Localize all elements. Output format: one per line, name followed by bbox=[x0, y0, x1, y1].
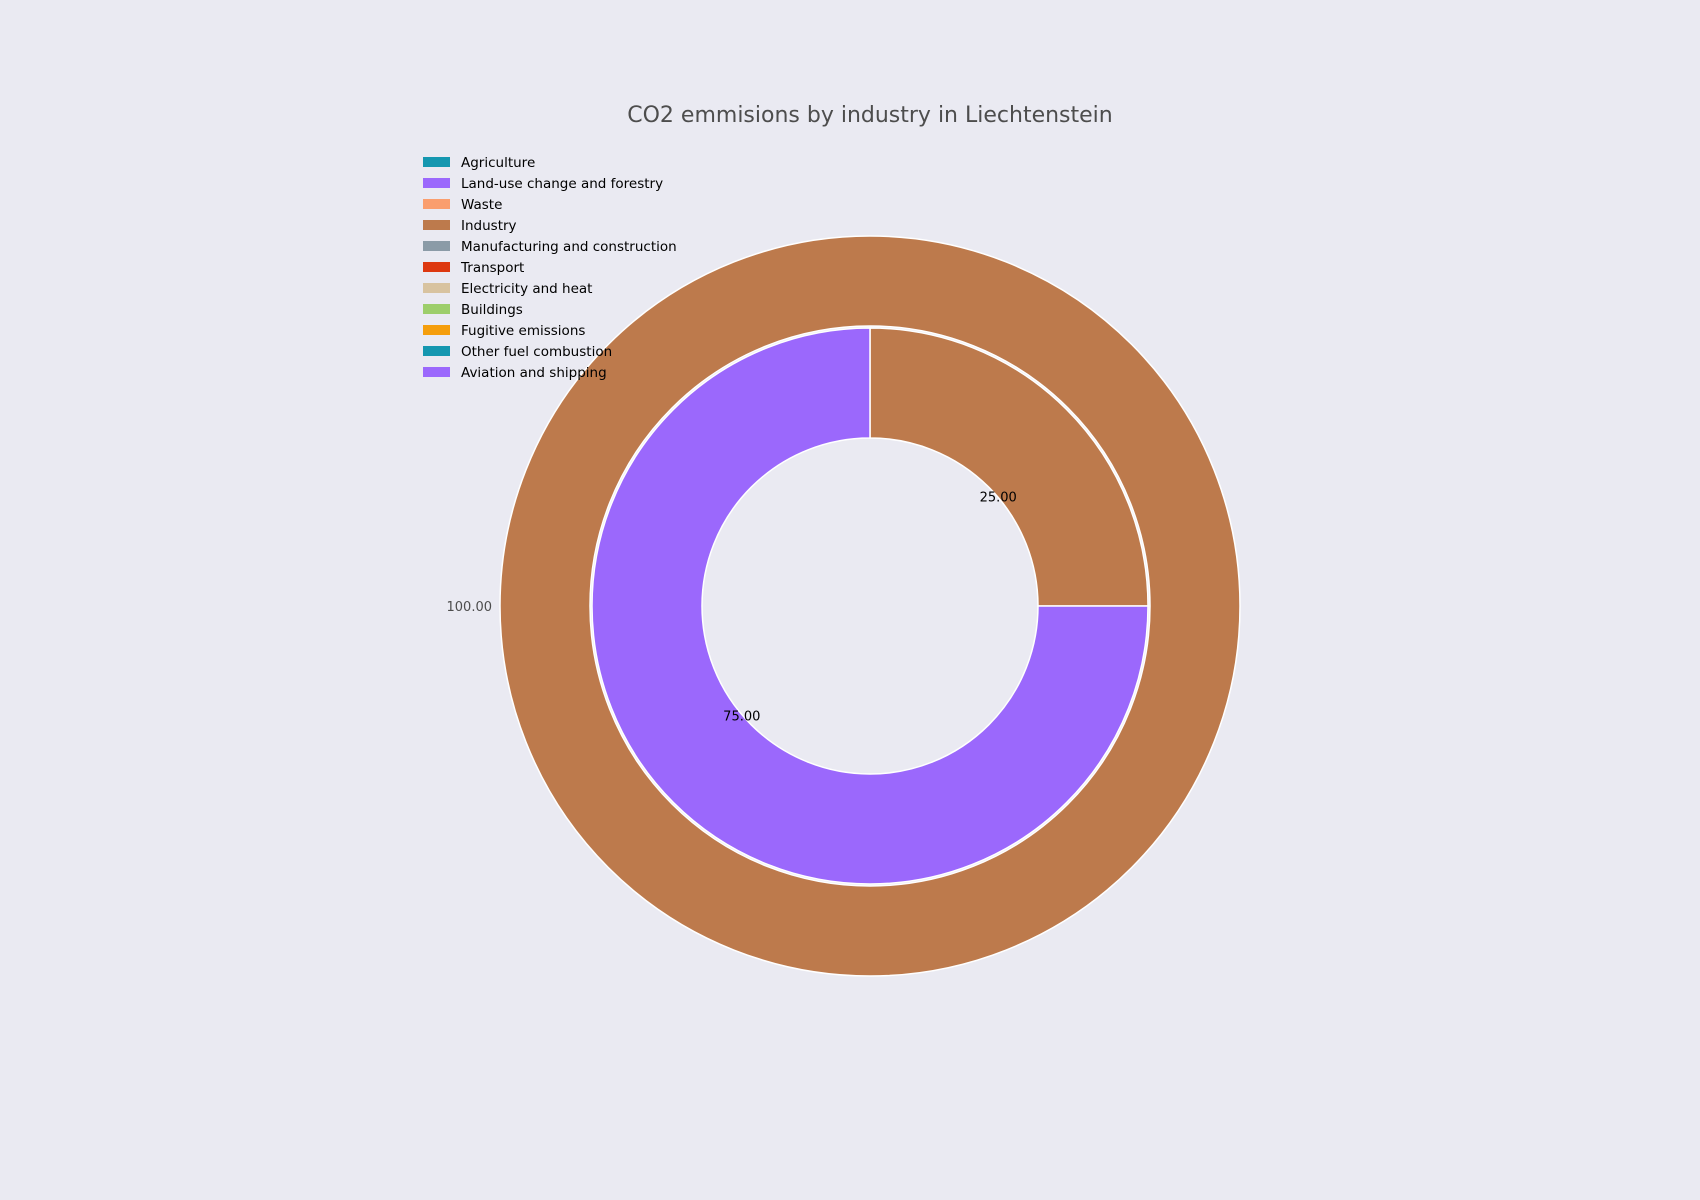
legend-swatch-8 bbox=[423, 325, 450, 335]
legend-label-8: Fugitive emissions bbox=[461, 323, 585, 339]
legend-label-10: Aviation and shipping bbox=[461, 365, 607, 381]
legend-label-3: Industry bbox=[461, 218, 517, 234]
chart-title: CO2 emmisions by industry in Liechtenste… bbox=[627, 103, 1112, 128]
legend-label-5: Transport bbox=[460, 260, 524, 276]
rings-layer bbox=[499, 235, 1241, 977]
legend-swatch-9 bbox=[423, 346, 450, 356]
legend-swatch-1 bbox=[423, 178, 450, 188]
outer-ring-slice-0 bbox=[499, 235, 1241, 977]
legend-label-2: Waste bbox=[461, 197, 502, 213]
outer-ring-label-0: 100.00 bbox=[447, 600, 493, 615]
legend-swatch-6 bbox=[423, 283, 450, 293]
legend-label-0: Agriculture bbox=[461, 155, 535, 171]
legend-label-1: Land-use change and forestry bbox=[461, 176, 663, 192]
slice-labels: 100.00 25.00 75.00 bbox=[447, 490, 1017, 724]
legend-label-6: Electricity and heat bbox=[461, 281, 592, 297]
legend-label-4: Manufacturing and construction bbox=[461, 239, 677, 255]
legend-swatch-4 bbox=[423, 241, 450, 251]
inner-ring-label-1: 75.00 bbox=[723, 710, 760, 725]
inner-ring-label-0: 25.00 bbox=[980, 490, 1017, 505]
legend: Agriculture Land-use change and forestry W… bbox=[423, 155, 677, 381]
legend-label-9: Other fuel combustion bbox=[461, 344, 612, 360]
inner-ring-slice-0 bbox=[869, 327, 1149, 607]
legend-swatch-0 bbox=[423, 157, 450, 167]
legend-swatch-3 bbox=[423, 220, 450, 230]
legend-swatch-10 bbox=[423, 367, 450, 377]
inner-ring-slice-1 bbox=[591, 327, 1149, 885]
legend-swatch-5 bbox=[423, 262, 450, 272]
legend-swatch-2 bbox=[423, 199, 450, 209]
legend-label-7: Buildings bbox=[461, 302, 523, 318]
legend-swatch-7 bbox=[423, 304, 450, 314]
